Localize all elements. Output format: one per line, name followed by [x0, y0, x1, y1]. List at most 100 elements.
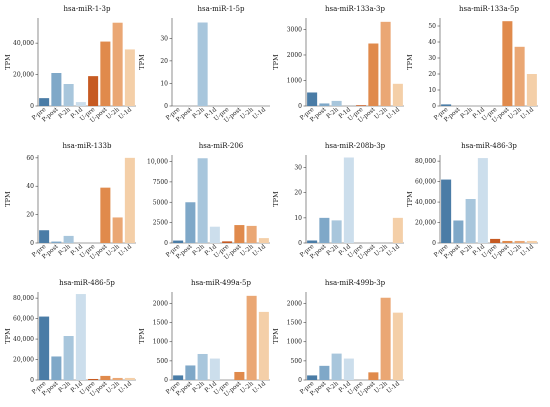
chart-panel: hsa-miR-499b-3pTPM0500100015002000P-preP…: [272, 279, 404, 398]
bar: [51, 241, 62, 243]
x-tick-label: P-2h: [325, 380, 340, 394]
y-tick-label: 20,000: [13, 357, 34, 364]
y-tick-label: 40: [428, 39, 436, 46]
chart-panel: hsa-miR-206025005000750010,000P-preP-pos…: [147, 142, 270, 261]
bar: [197, 353, 208, 380]
y-tick-label: 7500: [153, 179, 168, 186]
y-axis-label: TPM: [406, 191, 414, 207]
chart-panel: hsa-miR-486-3p TPM 0 20,000 40,000 60,000 80,0…: [406, 142, 538, 261]
y-tick-label: 0: [432, 103, 436, 110]
y-tick-label: 2000: [153, 300, 168, 307]
bar: [209, 358, 220, 380]
y-tick-label: 2500: [153, 220, 168, 227]
bar: [441, 179, 452, 243]
y-tick-label: 20,000: [415, 220, 436, 227]
bar: [490, 238, 501, 243]
x-tick-label: P-2h: [191, 106, 206, 120]
x-tick-label: P-2h: [325, 243, 340, 257]
bar: [343, 358, 354, 380]
chart-title: hsa-miR-206: [199, 142, 244, 150]
y-tick-label: 0: [298, 377, 302, 384]
y-axis-label: TPM: [4, 328, 12, 344]
y-tick-label: 1000: [153, 339, 168, 346]
bar: [173, 240, 184, 243]
y-tick-label: 2000: [287, 52, 302, 59]
bar: [63, 336, 74, 380]
bar: [307, 375, 318, 380]
x-tick-label: U-1d: [117, 106, 133, 121]
y-axis-label: TPM: [138, 54, 146, 70]
y-tick-label: 0: [30, 103, 34, 110]
y-tick-label: 0: [164, 103, 168, 110]
chart-panel: hsa-miR-133a-3pTPM0100020003000P-preP-po…: [272, 5, 404, 124]
y-tick-label: 0: [30, 240, 34, 247]
chart-title: hsa-miR-1-3p: [64, 5, 111, 13]
bar: [112, 22, 123, 106]
bar: [185, 365, 196, 380]
bar: [368, 372, 379, 380]
bar: [331, 100, 342, 106]
bar: [258, 238, 269, 243]
x-tick-label: P-2h: [191, 380, 206, 394]
bar: [502, 240, 513, 243]
bar: [343, 157, 354, 243]
bar: [356, 105, 367, 106]
bar: [319, 103, 330, 106]
y-tick-label: 500: [291, 358, 303, 365]
y-axis-label: TPM: [272, 54, 280, 70]
x-tick-label: P-2h: [57, 106, 72, 120]
bar: [124, 157, 135, 243]
y-tick-label: 60: [26, 155, 34, 162]
bar: [246, 295, 257, 380]
bar: [502, 21, 513, 107]
y-tick-label: 40: [26, 183, 34, 190]
bar: [222, 241, 233, 243]
y-tick-label: 2000: [287, 300, 302, 307]
x-tick-label: U-1d: [385, 243, 401, 258]
x-tick-label: P-2h: [57, 243, 72, 257]
y-tick-label: 20: [160, 58, 168, 65]
chart-panel: hsa-miR-1-5pTPM0102030P-preP-postP-2hP-1…: [138, 5, 270, 124]
bar: [197, 158, 208, 243]
y-tick-label: 10: [160, 80, 168, 87]
bar: [112, 217, 123, 243]
chart-panel: hsa-miR-486-5p TPM 0 20,000 40,000 60,000 80,0…: [4, 279, 136, 398]
chart-panel: hsa-miR-208b-3pTPM0102030P-preP-postP-2h…: [272, 142, 404, 261]
bar: [307, 240, 318, 243]
y-tick-label: 5000: [153, 199, 168, 206]
x-tick-label: U-1d: [385, 106, 401, 121]
bar: [441, 104, 452, 106]
y-tick-label: 30: [428, 55, 436, 62]
bar: [88, 378, 99, 380]
bar: [453, 220, 464, 243]
bar: [514, 46, 525, 106]
y-tick-label: 10: [294, 215, 302, 222]
y-tick-label: 30: [160, 35, 168, 42]
x-tick-label: U-1d: [117, 243, 133, 258]
bar: [100, 375, 111, 380]
chart-panel: hsa-miR-133bTPM0204060P-preP-postP-2hP-1…: [4, 142, 136, 261]
bar: [63, 235, 74, 243]
chart-title: hsa-miR-486-3p: [461, 142, 517, 150]
x-tick-label: U-1d: [117, 380, 133, 395]
y-tick-label: 80,000: [13, 295, 34, 302]
chart-panel: hsa-miR-133a-5pTPM01020304050P-preP-post…: [406, 5, 538, 124]
bar: [392, 83, 403, 106]
y-tick-label: 10: [428, 87, 436, 94]
chart-title: hsa-miR-133b: [63, 142, 113, 150]
bar: [477, 158, 488, 243]
chart-title: hsa-miR-499b-3p: [325, 279, 386, 287]
y-tick-label: 20: [26, 212, 34, 219]
bar: [331, 220, 342, 243]
y-tick-label: 0: [164, 240, 168, 247]
bar: [173, 375, 184, 380]
y-tick-label: 40,000: [415, 199, 436, 206]
x-tick-label: P-2h: [325, 106, 340, 120]
bar: [185, 202, 196, 243]
chart-panel: hsa-miR-1-3pTPM020,00040,000P-preP-postP…: [4, 5, 136, 124]
chart-title: hsa-miR-486-5p: [59, 279, 115, 287]
x-tick-label: U-1d: [519, 243, 535, 258]
y-tick-label: 500: [157, 358, 169, 365]
bar: [258, 311, 269, 380]
